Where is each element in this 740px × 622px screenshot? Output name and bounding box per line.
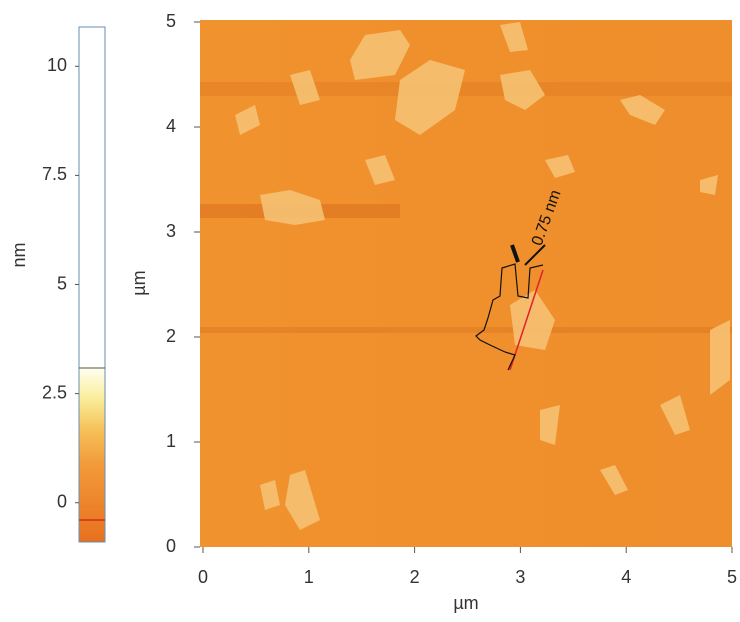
- x-tick-label: 3: [515, 567, 525, 587]
- afm-image: 0.75 nm: [200, 20, 732, 547]
- x-tick-label: 5: [727, 567, 737, 587]
- y-tick-label: 4: [166, 116, 176, 136]
- y-tick-label: 0: [166, 536, 176, 556]
- colorbar-label: nm: [9, 242, 29, 267]
- colorbar: [78, 26, 106, 543]
- colorbar-tick-label: 2.5: [42, 382, 67, 402]
- y-tick-label: 2: [166, 326, 176, 346]
- x-axis-label: µm: [453, 593, 478, 613]
- x-tick-label: 4: [621, 567, 631, 587]
- y-tick-label: 3: [166, 221, 176, 241]
- x-tick-label: 2: [410, 567, 420, 587]
- y-tick-label: 5: [166, 11, 176, 31]
- x-tick-label: 1: [304, 567, 314, 587]
- colorbar-tick-label: 10: [47, 55, 67, 75]
- x-tick-label: 0: [198, 567, 208, 587]
- colorbar-tick-label: 5: [57, 273, 67, 293]
- colorbar-tick-label: 0: [57, 491, 67, 511]
- y-tick-label: 1: [166, 431, 176, 451]
- colorbar-tick-label: 7.5: [42, 164, 67, 184]
- y-axis-label: µm: [129, 270, 149, 295]
